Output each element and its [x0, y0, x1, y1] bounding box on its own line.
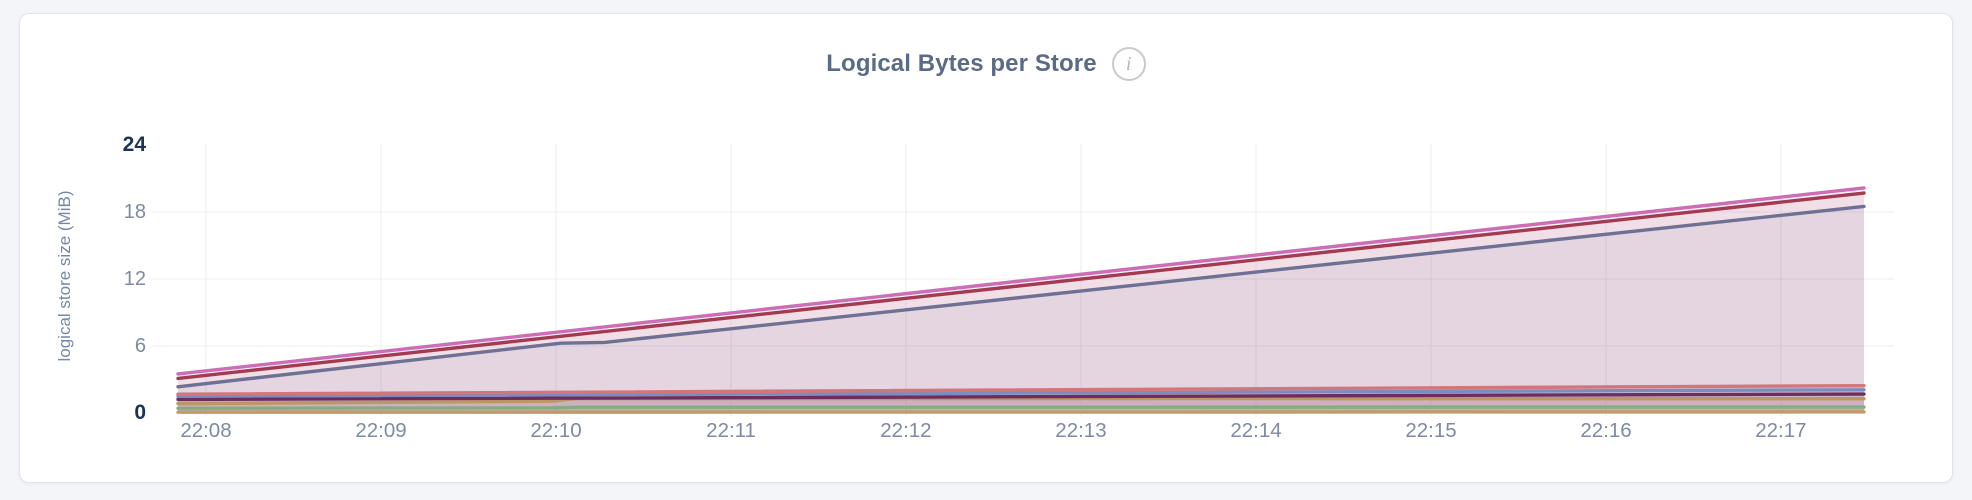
y-tick-label-24: 24: [122, 133, 146, 156]
y-tick-label-12: 12: [123, 268, 146, 290]
x-tick-label-22-12: 22:12: [880, 419, 932, 442]
info-icon[interactable]: i: [1111, 47, 1146, 81]
series-line-store-plum[interactable]: [176, 392, 1866, 402]
x-tick-label-22-13: 22:13: [1055, 419, 1107, 442]
series-line-store-salmon[interactable]: [176, 383, 1866, 396]
chart-header: Logical Bytes per Store i: [20, 46, 1952, 82]
y-tick-label-18: 18: [123, 201, 146, 223]
series-area-store-maroon: [178, 193, 1864, 413]
x-tick-label-22-10: 22:10: [530, 419, 582, 442]
series-line-store-blue[interactable]: [176, 388, 1866, 398]
series-line-store-green[interactable]: [176, 405, 1866, 411]
x-tick-label-22-11: 22:11: [706, 419, 756, 442]
series-area-store-pink: [178, 187, 1864, 413]
plot-svg: [152, 144, 1894, 416]
series-line-store-slate[interactable]: [176, 204, 1866, 389]
series-line-store-maroon[interactable]: [176, 191, 1866, 381]
x-tick-label-22-08: 22:08: [180, 419, 232, 442]
x-tick-label-22-09: 22:09: [355, 419, 407, 442]
x-tick-label-22-16: 22:16: [1580, 419, 1632, 442]
plot-area[interactable]: [152, 144, 1894, 416]
chart-card: Logical Bytes per Store i logical store …: [19, 13, 1953, 483]
x-tick-label-22-14: 22:14: [1230, 419, 1282, 442]
x-tick-label-22-15: 22:15: [1405, 419, 1457, 442]
y-tick-label-0: 0: [134, 401, 146, 424]
series-line-store-pink[interactable]: [176, 186, 1866, 376]
series-area-store-slate: [178, 206, 1864, 413]
y-tick-label-6: 6: [134, 335, 146, 357]
x-tick-label-22-17: 22:17: [1755, 419, 1807, 442]
chart-title: Logical Bytes per Store: [826, 50, 1097, 77]
